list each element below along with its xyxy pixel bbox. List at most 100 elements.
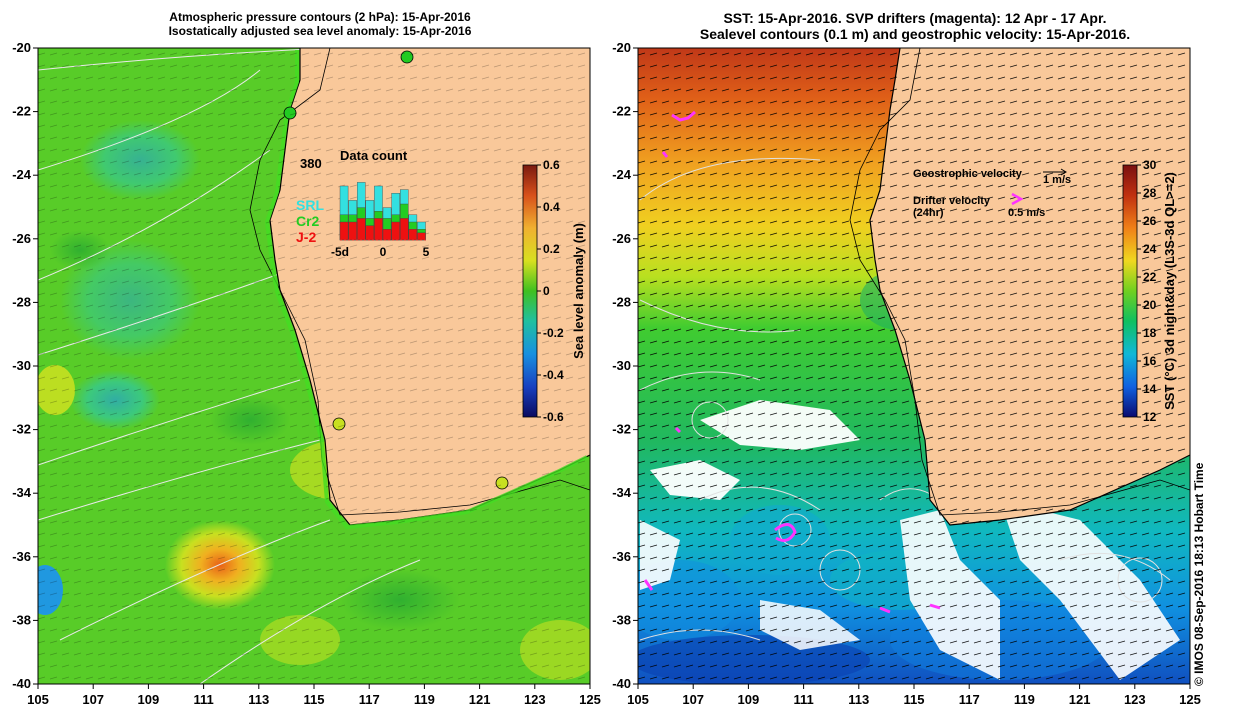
mission-label-cr2: Cr2 [296, 213, 320, 229]
left-lat-label: -36 [12, 549, 31, 564]
right-lon-label: 117 [959, 692, 980, 707]
right-lon-label: 119 [1014, 692, 1035, 707]
left-lon-label: 123 [524, 692, 546, 707]
right-lon-label: 113 [848, 692, 869, 707]
left-lon-label: 109 [138, 692, 160, 707]
right-lat-label: -40 [612, 676, 631, 691]
right-lat-label: -30 [612, 358, 631, 373]
data-count-bar-j2 [357, 218, 366, 241]
drifter-track [643, 579, 654, 591]
left-colorbar-label: Sea level anomaly (m) [571, 223, 586, 359]
left-cb-label: -0.6 [543, 410, 564, 424]
right-cb-label: 22 [1143, 270, 1157, 284]
data-count-bar-j2 [400, 218, 409, 241]
data-count-bar-j2 [382, 228, 392, 241]
right-lat-label: -32 [612, 422, 631, 437]
left-lat-label: -20 [12, 40, 31, 55]
right-cb-label: 18 [1143, 326, 1157, 340]
left-lon-label: 125 [579, 692, 601, 707]
left-lon-label: 113 [248, 692, 269, 707]
left-title-line1: Atmospheric pressure contours (2 hPa): 1… [169, 10, 471, 24]
right-cb-label: 14 [1143, 382, 1157, 396]
left-cb-label: 0.4 [543, 200, 560, 214]
data-count-x-label: 0 [380, 245, 387, 259]
data-count-bar-j2 [365, 225, 375, 241]
left-lon-label: 121 [469, 692, 491, 707]
credit-text: © IMOS 08-Sep-2016 18:13 Hobart Time [1192, 462, 1206, 686]
data-count-x-label: 5 [423, 245, 430, 259]
left-cb-label: 0.6 [543, 158, 560, 172]
drifter-track [929, 603, 941, 610]
left-lon-label: 105 [27, 692, 49, 707]
left-lon-label: 107 [82, 692, 104, 707]
velocity-legend: Geostrophic velocity 1 m/s Drifter veloc… [913, 168, 1071, 219]
right-lon-label: 125 [1179, 692, 1201, 707]
right-cb-label: 20 [1143, 298, 1157, 312]
left-lon-label: 117 [359, 692, 380, 707]
data-count-bar-j2 [408, 228, 418, 241]
right-lon-label: 115 [904, 692, 925, 707]
drifter-track [879, 606, 891, 614]
right-cb-label: 16 [1143, 354, 1157, 368]
data-count-x-label: -5d [331, 245, 349, 259]
right-lat-label: -22 [612, 104, 631, 119]
right-lat-label: -24 [612, 167, 632, 182]
right-lat-label: -36 [612, 549, 631, 564]
right-lat-label: -26 [612, 231, 631, 246]
right-colorbar-ticks: 30 28 26 24 22 20 18 16 14 12 [1137, 158, 1157, 424]
data-count-max: 380 [300, 156, 322, 171]
drifter-track [674, 426, 682, 434]
right-colorbar [1122, 164, 1138, 418]
right-lon-label: 105 [627, 692, 649, 707]
left-lat-label: -34 [12, 485, 32, 500]
left-lat-label: -40 [12, 676, 31, 691]
left-lat-label: -38 [12, 612, 31, 627]
left-map [38, 48, 590, 684]
right-cb-label: 26 [1143, 214, 1157, 228]
data-count-bar-j2 [348, 221, 357, 241]
mission-label-j-2: J-2 [296, 229, 316, 245]
left-cb-label: -0.4 [543, 368, 564, 382]
left-lat-label: -22 [12, 104, 31, 119]
left-title-line2: Isostatically adjusted sea level anomaly… [168, 24, 472, 38]
right-cb-label: 12 [1143, 410, 1157, 424]
left-colorbar [522, 164, 538, 418]
left-cb-label: -0.2 [543, 326, 564, 340]
left-lon-label: 115 [304, 692, 325, 707]
right-lat-label: -34 [612, 485, 632, 500]
data-count-bar-j2 [391, 221, 400, 241]
geostrophic-arrow-icon [1043, 168, 1067, 176]
right-lon-label: 121 [1069, 692, 1091, 707]
drifter-velocity-label: Drifter velocity [913, 195, 991, 207]
left-lon-label: 111 [193, 692, 213, 707]
right-cb-label: 28 [1143, 186, 1157, 200]
drifter-track [774, 523, 797, 542]
data-count-bar-j2 [374, 218, 383, 241]
left-cb-label: 0.2 [543, 242, 560, 256]
left-lat-label: -28 [12, 294, 31, 309]
right-cb-label: 30 [1143, 158, 1157, 172]
drifter-track [661, 151, 669, 158]
right-colorbar-label: SST (°C) 3d night&day (L3S-3d QL>=2) [1162, 172, 1177, 410]
right-title-line2: Sealevel contours (0.1 m) and geostrophi… [699, 26, 1131, 42]
right-lon-label: 107 [682, 692, 704, 707]
left-lat-label: -32 [12, 422, 31, 437]
left-lat-label: -26 [12, 231, 31, 246]
left-lat-label: -24 [12, 167, 32, 182]
drifter-scale: 0.5 m/s [1008, 207, 1045, 219]
drifter-velocity-sub: (24hr) [913, 207, 944, 219]
right-panel-title: SST: 15-Apr-2016. SVP drifters (magenta)… [640, 10, 1190, 42]
right-lon-label: 111 [793, 692, 813, 707]
left-colorbar-ticks: 0.6 0.4 0.2 0 -0.2 -0.4 -0.6 [537, 158, 564, 424]
drifter-track [671, 110, 696, 122]
left-cb-label: 0 [543, 284, 550, 298]
left-lat-label: -30 [12, 358, 31, 373]
right-cb-label: 24 [1143, 242, 1157, 256]
geostrophic-velocity-label: Geostrophic velocity [913, 168, 1023, 180]
right-title-line1: SST: 15-Apr-2016. SVP drifters (magenta)… [723, 10, 1107, 26]
right-lat-label: -38 [612, 612, 631, 627]
